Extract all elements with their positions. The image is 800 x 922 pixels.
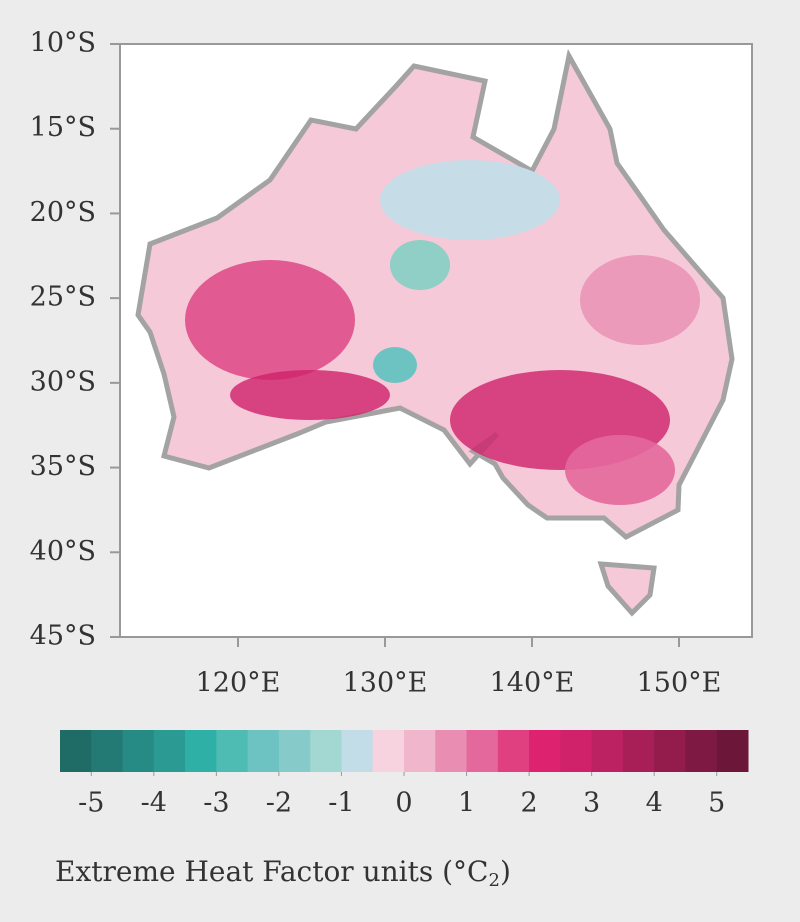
warm-area — [580, 255, 700, 345]
hot-area — [185, 260, 355, 380]
colorbar-tick-label: -5 — [78, 788, 104, 819]
colorbar-swatch — [341, 730, 374, 772]
lat-tick-label: 10°S — [30, 28, 96, 59]
colorbar-swatch — [716, 730, 749, 772]
colorbar-swatch — [435, 730, 468, 772]
colorbar-tick-label: 1 — [458, 788, 475, 819]
colorbar-swatch — [591, 730, 624, 772]
colorbar-swatch — [310, 730, 342, 772]
colorbar-tick-label: 4 — [646, 788, 663, 819]
colorbar-tick-label: 5 — [708, 788, 725, 819]
lat-tick-label: 15°S — [30, 112, 96, 143]
lat-tick-label: 35°S — [30, 451, 96, 482]
colorbar-tick-label: 0 — [395, 788, 412, 819]
colorbar-swatch — [278, 730, 311, 772]
colorbar-swatch — [466, 730, 499, 772]
hot-area — [565, 435, 675, 505]
colorbar-swatch — [497, 730, 530, 772]
lon-tick-label: 140°E — [490, 668, 575, 699]
colorbar-tick-label: 2 — [520, 788, 537, 819]
colorbar-swatch — [372, 730, 405, 772]
lat-tick-label: 30°S — [30, 366, 96, 397]
colorbar-tick-label: -4 — [141, 788, 167, 819]
colorbar-swatch — [153, 730, 186, 772]
caption-subscript: 2 — [488, 870, 499, 891]
colorbar-tick-label: 3 — [583, 788, 600, 819]
caption-close: ) — [500, 855, 511, 888]
colorbar-swatch — [91, 730, 124, 772]
australia — [135, 48, 735, 617]
lon-tick-label: 150°E — [637, 668, 722, 699]
colorbar-swatch — [529, 730, 561, 772]
lat-tick-label: 40°S — [30, 536, 96, 567]
lon-tick-label: 120°E — [196, 668, 281, 699]
colorbar-swatch — [247, 730, 280, 772]
caption-text: Extreme Heat Factor units (°C — [55, 855, 488, 888]
colorbar-tick-label: -2 — [266, 788, 292, 819]
colorbar-swatch — [185, 730, 217, 772]
cool-area — [380, 160, 560, 240]
lon-tick-label: 130°E — [343, 668, 428, 699]
colorbar-swatch — [654, 730, 686, 772]
caption: Extreme Heat Factor units (°C2) — [55, 855, 511, 892]
cool-area — [373, 347, 417, 383]
colorbar-swatch — [685, 730, 718, 772]
lat-tick-label: 25°S — [30, 282, 96, 313]
hot-area — [230, 370, 390, 420]
colorbar-swatch — [60, 730, 92, 772]
colorbar-swatch — [622, 730, 655, 772]
colorbar-swatch — [404, 730, 436, 772]
tasmania — [597, 561, 657, 617]
colorbar-swatch — [216, 730, 249, 772]
cool-area — [390, 240, 450, 290]
lat-tick-label: 45°S — [30, 621, 96, 652]
colorbar-swatch — [122, 730, 155, 772]
colorbar-tick-label: -3 — [203, 788, 229, 819]
colorbar-swatch — [560, 730, 593, 772]
colorbar-tick-label: -1 — [328, 788, 354, 819]
lat-tick-label: 20°S — [30, 197, 96, 228]
